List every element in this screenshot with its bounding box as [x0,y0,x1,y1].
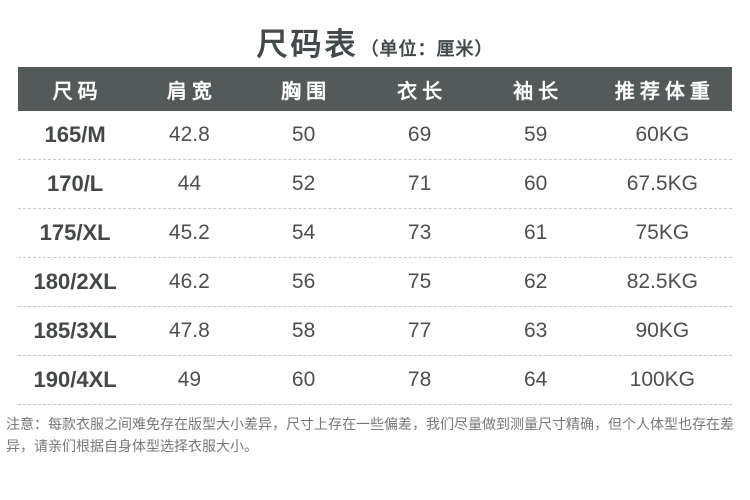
cell-size: 185/3XL [33,318,117,343]
header-cell-sleeve: 袖长 [513,80,564,103]
table-header-row: 尺码 肩宽 胸围 衣长 袖长 推荐体重 [18,67,732,111]
title-text: 尺码表 [256,27,359,62]
cell-size: 180/2XL [33,269,117,294]
cell-weight: 75KG [635,221,690,244]
table-row: 165/M 42.8 50 69 59 60KG [18,111,732,160]
cell-length: 69 [407,123,432,146]
table-row: 185/3XL 47.8 58 77 63 90KG [18,307,732,356]
cell-sleeve: 61 [523,221,548,244]
cell-length: 78 [407,368,432,391]
cell-sleeve: 62 [523,270,548,293]
title-unit: （单位：厘米） [360,39,494,59]
header-cell-size: 尺码 [52,80,103,103]
header-cell-weight: 推荐体重 [614,80,715,103]
cell-weight: 90KG [635,319,690,342]
cell-shoulder: 42.8 [168,123,210,146]
cell-chest: 52 [291,172,316,195]
cell-weight: 100KG [629,368,696,391]
cell-weight: 82.5KG [626,270,698,293]
table-row: 175/XL 45.2 54 73 61 75KG [18,209,732,258]
cell-length: 77 [407,319,432,342]
cell-shoulder: 45.2 [168,221,210,244]
cell-shoulder: 46.2 [168,270,210,293]
cell-length: 73 [407,221,432,244]
cell-shoulder: 49 [177,368,202,391]
header-cell-shoulder: 肩宽 [166,80,217,103]
cell-sleeve: 63 [523,319,548,342]
cell-chest: 54 [291,221,316,244]
cell-chest: 50 [291,123,316,146]
cell-length: 71 [407,172,432,195]
cell-size: 165/M [44,122,106,147]
cell-weight: 60KG [635,123,690,146]
cell-sleeve: 60 [523,172,548,195]
cell-size: 175/XL [39,220,111,245]
cell-size: 190/4XL [33,367,117,392]
page-title: 尺码表 （单位：厘米） [0,0,750,67]
table-row: 180/2XL 46.2 56 75 62 82.5KG [18,258,732,307]
header-cell-length: 衣长 [397,80,448,103]
cell-chest: 58 [291,319,316,342]
cell-shoulder: 47.8 [168,319,210,342]
note-text: 注意：每款衣服之间难免存在版型大小差异，尺寸上存在一些偏差，我们尽量做到测量尺寸… [6,416,734,454]
cell-size: 170/L [46,171,104,196]
cell-shoulder: 44 [177,172,202,195]
size-table: 尺码 肩宽 胸围 衣长 袖长 推荐体重 165/M 42.8 50 69 59 … [18,67,732,405]
cell-chest: 56 [291,270,316,293]
cell-weight: 67.5KG [626,172,698,195]
header-cell-chest: 胸围 [281,80,332,103]
table-row: 190/4XL 49 60 78 64 100KG [18,356,732,405]
table-row: 170/L 44 52 71 60 67.5KG [18,160,732,209]
cell-chest: 60 [291,368,316,391]
cell-sleeve: 59 [523,123,548,146]
cell-sleeve: 64 [523,368,548,391]
cell-length: 75 [407,270,432,293]
